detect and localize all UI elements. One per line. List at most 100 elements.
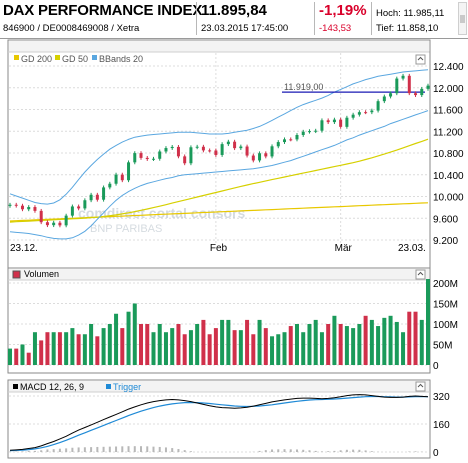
candle-body bbox=[8, 204, 12, 206]
price-y-tick-4: 10.800 bbox=[433, 149, 464, 160]
candle-body bbox=[245, 146, 249, 156]
candle-body bbox=[301, 131, 305, 136]
candle-body bbox=[127, 162, 131, 181]
volume-bar bbox=[132, 303, 137, 365]
candle-body bbox=[258, 153, 262, 161]
candle-body bbox=[233, 141, 237, 149]
price-x-tick-1: Feb bbox=[210, 243, 228, 254]
macd-hist-bar bbox=[345, 449, 348, 452]
scrollbar-thumb[interactable] bbox=[460, 15, 465, 23]
volume-bar bbox=[101, 328, 106, 365]
macd-hist-bar bbox=[333, 450, 336, 452]
macd-hist-bar bbox=[158, 446, 161, 452]
candle-body bbox=[214, 150, 218, 155]
volume-bar bbox=[419, 319, 424, 365]
macd-hist-bar bbox=[152, 446, 155, 452]
volume-bar bbox=[82, 334, 87, 365]
candle-body bbox=[332, 119, 336, 123]
change-absolute: -143,53 bbox=[319, 23, 352, 34]
candle-body bbox=[414, 93, 418, 96]
candle-body bbox=[326, 120, 330, 123]
price-panel bbox=[7, 39, 431, 269]
candle-body bbox=[133, 153, 137, 163]
volume-bar bbox=[307, 324, 312, 365]
candle-body bbox=[420, 88, 424, 96]
candle-body bbox=[264, 153, 268, 157]
volume-y-tick-2: 100M bbox=[433, 320, 458, 331]
volume-bar bbox=[107, 324, 112, 365]
macd-swatch bbox=[13, 384, 18, 389]
volume-bar bbox=[89, 324, 94, 365]
macd-hist-bar bbox=[40, 450, 43, 452]
volume-bar bbox=[369, 319, 374, 365]
header-scrollbar[interactable] bbox=[458, 2, 467, 35]
candle-body bbox=[220, 144, 224, 155]
macd-hist-bar bbox=[264, 450, 267, 452]
volume-bar bbox=[114, 313, 119, 365]
security-ids: 846900 / DE0008469008 / Xetra bbox=[3, 23, 140, 34]
volume-bar bbox=[57, 332, 62, 365]
candle-body bbox=[151, 158, 155, 160]
macd-hist-bar bbox=[65, 448, 68, 452]
trigger-line bbox=[9, 395, 428, 452]
macd-hist-bar bbox=[140, 446, 143, 452]
volume-y-tick-0: 200M bbox=[433, 279, 458, 290]
watermark-line2: BNP PARIBAS bbox=[90, 223, 162, 235]
candle-body bbox=[89, 194, 93, 201]
candle-body bbox=[239, 146, 243, 149]
volume-bar bbox=[376, 326, 381, 365]
price-y-tick-0: 12.400 bbox=[433, 62, 464, 73]
macd-hist-bar bbox=[302, 449, 305, 452]
volume-bar bbox=[151, 332, 156, 365]
candle-body bbox=[370, 110, 374, 113]
price-y-tick-2: 11.600 bbox=[433, 106, 463, 117]
candle-body bbox=[170, 146, 174, 149]
level-label: 11.919,00 bbox=[284, 82, 323, 92]
candle-body bbox=[364, 112, 368, 114]
volume-bar bbox=[220, 319, 225, 365]
macd-hist-bar bbox=[308, 450, 311, 452]
macd-hist-bar bbox=[414, 451, 417, 452]
macd-hist-bar bbox=[83, 447, 86, 452]
macd-hist-bar bbox=[289, 449, 292, 452]
expand-chevron bbox=[417, 56, 424, 61]
volume-bar bbox=[95, 336, 100, 365]
price-y-tick-6: 10.000 bbox=[433, 193, 464, 204]
candle-body bbox=[70, 206, 74, 216]
volume-bar bbox=[20, 344, 25, 365]
candle-body bbox=[33, 207, 37, 211]
volume-bar bbox=[188, 330, 193, 365]
macd-hist-bar bbox=[33, 450, 36, 452]
volume-bar bbox=[288, 326, 293, 365]
candle-body bbox=[77, 206, 81, 209]
volume-bar bbox=[276, 334, 281, 365]
candle-body bbox=[83, 200, 87, 209]
macd-panel bbox=[7, 379, 431, 459]
volume-bar bbox=[382, 317, 387, 365]
price-y-tick-1: 12.000 bbox=[433, 84, 464, 95]
volume-bar bbox=[120, 328, 125, 365]
macd-hist-bar bbox=[364, 450, 367, 452]
macd-hist-bar bbox=[177, 449, 180, 452]
expand-icon bbox=[415, 54, 426, 65]
macd-hist-bar bbox=[108, 446, 111, 452]
candle-body bbox=[395, 78, 399, 94]
macd-hist-bar bbox=[277, 449, 280, 452]
candle-body bbox=[389, 93, 393, 97]
macd-hist-bar bbox=[171, 448, 174, 452]
price-x-tick-2: Mär bbox=[335, 243, 353, 254]
candle-body bbox=[189, 147, 193, 164]
candle-body bbox=[95, 194, 99, 200]
vsep-3 bbox=[371, 2, 372, 35]
volume-bar bbox=[344, 326, 349, 365]
macd-hist-bar bbox=[271, 449, 274, 452]
header-divider bbox=[0, 38, 468, 39]
macd-hist-bar bbox=[320, 451, 323, 452]
volume-bar bbox=[163, 332, 168, 365]
macd-panel-header bbox=[9, 381, 429, 392]
volume-bar bbox=[294, 324, 299, 365]
macd-hist-bar bbox=[58, 448, 61, 452]
candle-body bbox=[64, 215, 68, 226]
volume-bar bbox=[51, 332, 56, 365]
volume-swatch bbox=[12, 270, 21, 279]
